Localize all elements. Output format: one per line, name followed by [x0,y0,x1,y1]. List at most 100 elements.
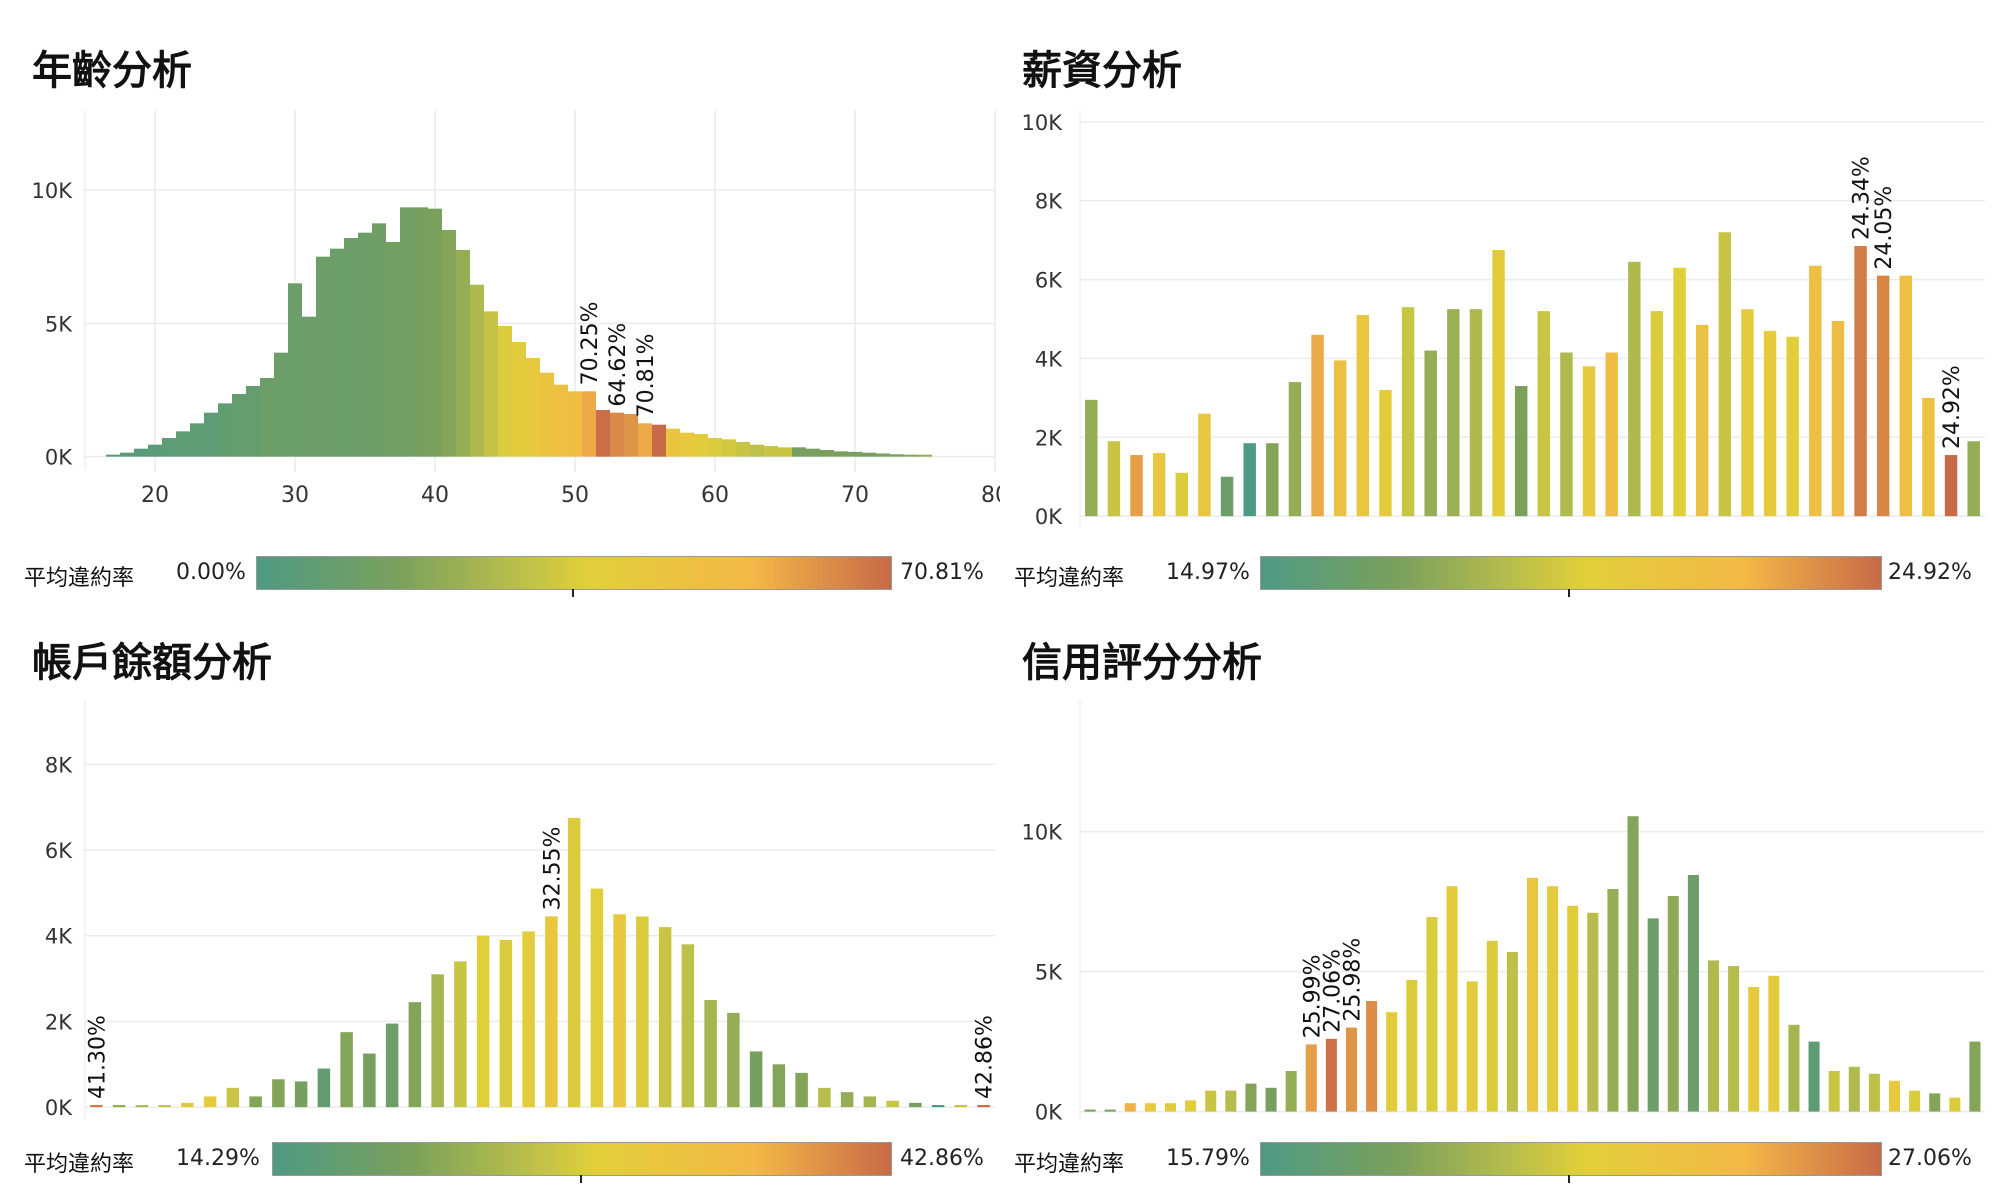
y-tick-label: 4K [45,925,73,949]
bar [1695,324,1709,517]
bar [863,1096,877,1108]
age-legend-min: 0.00% [176,560,246,585]
bar [954,1105,968,1108]
bar [1582,366,1596,517]
bar [658,927,672,1108]
bar [1628,261,1641,517]
bar [1084,1109,1096,1112]
age-title: 年齡分析 [32,48,192,94]
bar [1899,275,1913,517]
x-tick-label: 50 [561,483,589,508]
bar [1876,275,1890,517]
age-chart: 20 30 40 50 60 70 80 10K 5K 0K 70.25%64.62%70.81% [32,110,1000,508]
y-tick-label: 10K [1022,111,1064,135]
credit-legend-max: 27.06% [1888,1146,1972,1171]
bar [499,940,513,1108]
bar [749,1051,763,1108]
bar [442,230,456,457]
y-tick-label: 10K [1022,821,1064,845]
bar [246,386,260,457]
salary-legend-max: 24.92% [1888,560,1972,585]
bar [218,403,232,457]
bar [795,1072,808,1108]
bar [1547,886,1559,1112]
bar-annotation: 27.06% [1320,949,1345,1033]
y-tick-label: 5K [1035,961,1063,985]
y-tick-label: 8K [45,753,73,777]
credit-legend-label: 平均違約率 [1014,1152,1125,1177]
bar [1949,1097,1961,1112]
balance-legend-max: 42.86% [900,1146,984,1171]
bar [638,423,652,457]
bar [1687,875,1699,1112]
bar [106,454,120,457]
bar-annotation: 25.99% [1300,955,1325,1039]
balance-legend-label: 平均違約率 [24,1152,135,1177]
bar [666,428,680,457]
bar [1144,1103,1156,1112]
bar [190,423,204,457]
x-tick-label: 40 [421,483,449,508]
bar [1707,960,1720,1112]
bar [1967,441,1980,517]
age-color-legend [256,556,892,590]
bar [1969,1041,1981,1112]
bar [613,914,626,1108]
y-tick-label: 6K [45,839,73,863]
bar [1333,360,1347,517]
balance-legend-min: 14.29% [176,1146,260,1171]
bar [1650,311,1664,517]
bar [1469,309,1483,517]
bar [386,242,400,457]
bar [158,1105,171,1108]
bar [120,452,134,457]
bar [522,931,535,1108]
bar [818,1087,831,1108]
bar [545,916,558,1108]
x-tick-label: 30 [281,483,309,508]
salary-legend-tick [1568,589,1570,597]
y-tick-label: 0K [1035,505,1063,529]
bar [1285,1071,1297,1112]
bar [330,248,344,457]
bar [162,438,176,457]
bar [1909,1090,1921,1112]
credit-legend-tick [1568,1175,1570,1183]
bar [610,412,624,457]
bar [1922,397,1935,517]
bar [834,451,848,457]
bar [736,442,750,457]
bar [1401,307,1415,517]
bar [340,1032,353,1108]
bar [820,450,834,457]
bar [582,391,596,457]
bar [848,451,862,457]
bar [249,1096,262,1108]
bar [1220,476,1234,517]
bar [652,424,666,457]
bar [567,817,581,1108]
bar-annotation: 41.30% [85,1015,110,1099]
bar [344,238,358,457]
bar [454,961,467,1108]
bar [484,311,498,457]
bar [135,1105,149,1108]
bar [806,448,820,457]
salary-chart: 10K 8K 6K 4K 2K 0K 24.34%24.05% 24.92% [1022,110,1985,529]
bar [232,394,246,457]
bar [1447,309,1460,517]
bar [90,1105,103,1108]
bar [526,358,540,457]
age-legend-max: 70.81% [900,560,984,585]
balance-title: 帳戶餘額分析 [32,640,272,686]
bar [372,223,386,457]
bar [1107,441,1121,517]
bar [1305,1044,1317,1112]
bar [1788,1024,1800,1112]
bar [1808,1041,1820,1112]
bar [1185,1100,1197,1112]
bar [977,1105,990,1108]
y-tick-label: 2K [45,1010,73,1034]
bar [1537,311,1551,517]
bar [1311,334,1324,517]
